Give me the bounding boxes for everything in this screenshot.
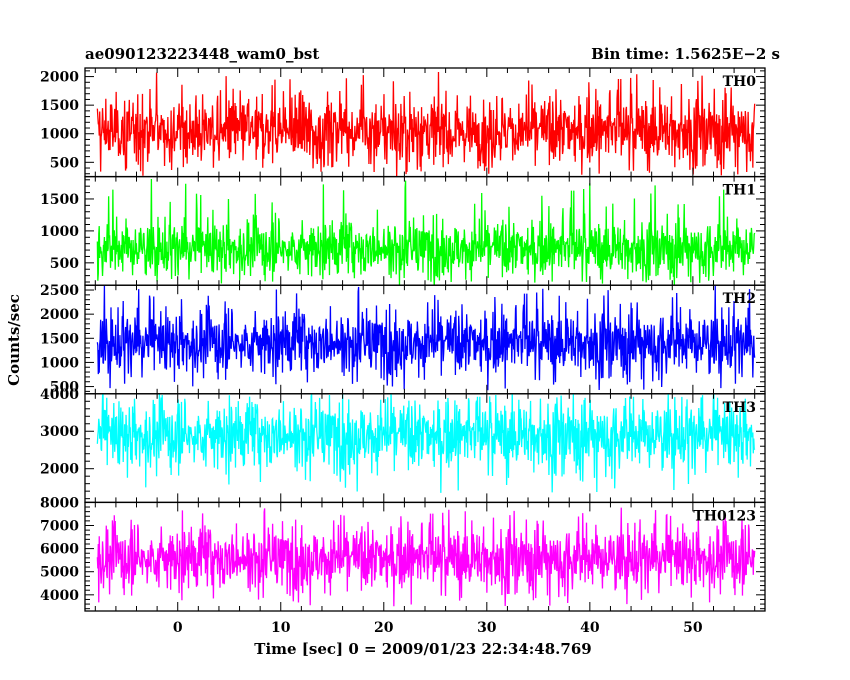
y-tick-label-th2: 1500 bbox=[40, 331, 79, 347]
y-tick-label-th0: 1000 bbox=[40, 127, 79, 143]
series-th0123-line bbox=[96, 507, 756, 607]
y-tick-label-th2: 2500 bbox=[40, 283, 79, 299]
y-axis-label: Counts/sec bbox=[5, 294, 23, 386]
series-th0-line bbox=[96, 72, 756, 177]
series-label-th2: TH2 bbox=[723, 291, 756, 307]
x-tick-label: 0 bbox=[173, 620, 183, 636]
x-tick-label: 30 bbox=[477, 620, 497, 636]
x-tick-label: 20 bbox=[374, 620, 394, 636]
y-tick-label-th3: 4000 bbox=[40, 387, 79, 403]
y-tick-label-th0: 500 bbox=[50, 155, 79, 171]
y-tick-label-th2: 2000 bbox=[40, 307, 79, 323]
x-axis-label: Time [sec] 0 = 2009/01/23 22:34:48.769 bbox=[254, 640, 591, 658]
chart-title: ae090123223448_wam0_bst bbox=[85, 45, 319, 63]
y-tick-label-th1: 500 bbox=[50, 256, 79, 272]
y-tick-label-th0123: 5000 bbox=[40, 565, 79, 581]
series-th3-line bbox=[96, 393, 756, 493]
y-tick-label-th2: 500 bbox=[50, 380, 79, 396]
series-label-th0: TH0 bbox=[723, 74, 757, 90]
y-tick-label-th3: 3000 bbox=[40, 424, 79, 440]
y-tick-label-th2: 1000 bbox=[40, 355, 79, 371]
series-th2-line bbox=[96, 285, 756, 391]
y-tick-label-th1: 1500 bbox=[40, 192, 79, 208]
x-tick-label: 40 bbox=[580, 620, 600, 636]
y-tick-label-th3: 2000 bbox=[40, 462, 79, 478]
y-tick-label-th0: 2000 bbox=[40, 70, 79, 86]
series-label-th1: TH1 bbox=[723, 183, 756, 199]
bin-time-label: Bin time: 1.5625E−2 s bbox=[591, 45, 780, 63]
series-label-th3: TH3 bbox=[723, 400, 756, 416]
y-tick-label-th0: 1500 bbox=[40, 98, 79, 114]
x-tick-label: 50 bbox=[683, 620, 703, 636]
y-tick-label-th0123: 6000 bbox=[40, 542, 79, 558]
series-th1-line bbox=[96, 178, 756, 286]
y-tick-label-th0123: 8000 bbox=[40, 495, 79, 511]
y-tick-label-th1: 1000 bbox=[40, 224, 79, 240]
y-tick-label-th0123: 4000 bbox=[40, 588, 79, 604]
x-tick-label: 10 bbox=[271, 620, 291, 636]
series-label-th0123: TH0123 bbox=[693, 508, 756, 524]
y-tick-label-th0123: 7000 bbox=[40, 519, 79, 535]
